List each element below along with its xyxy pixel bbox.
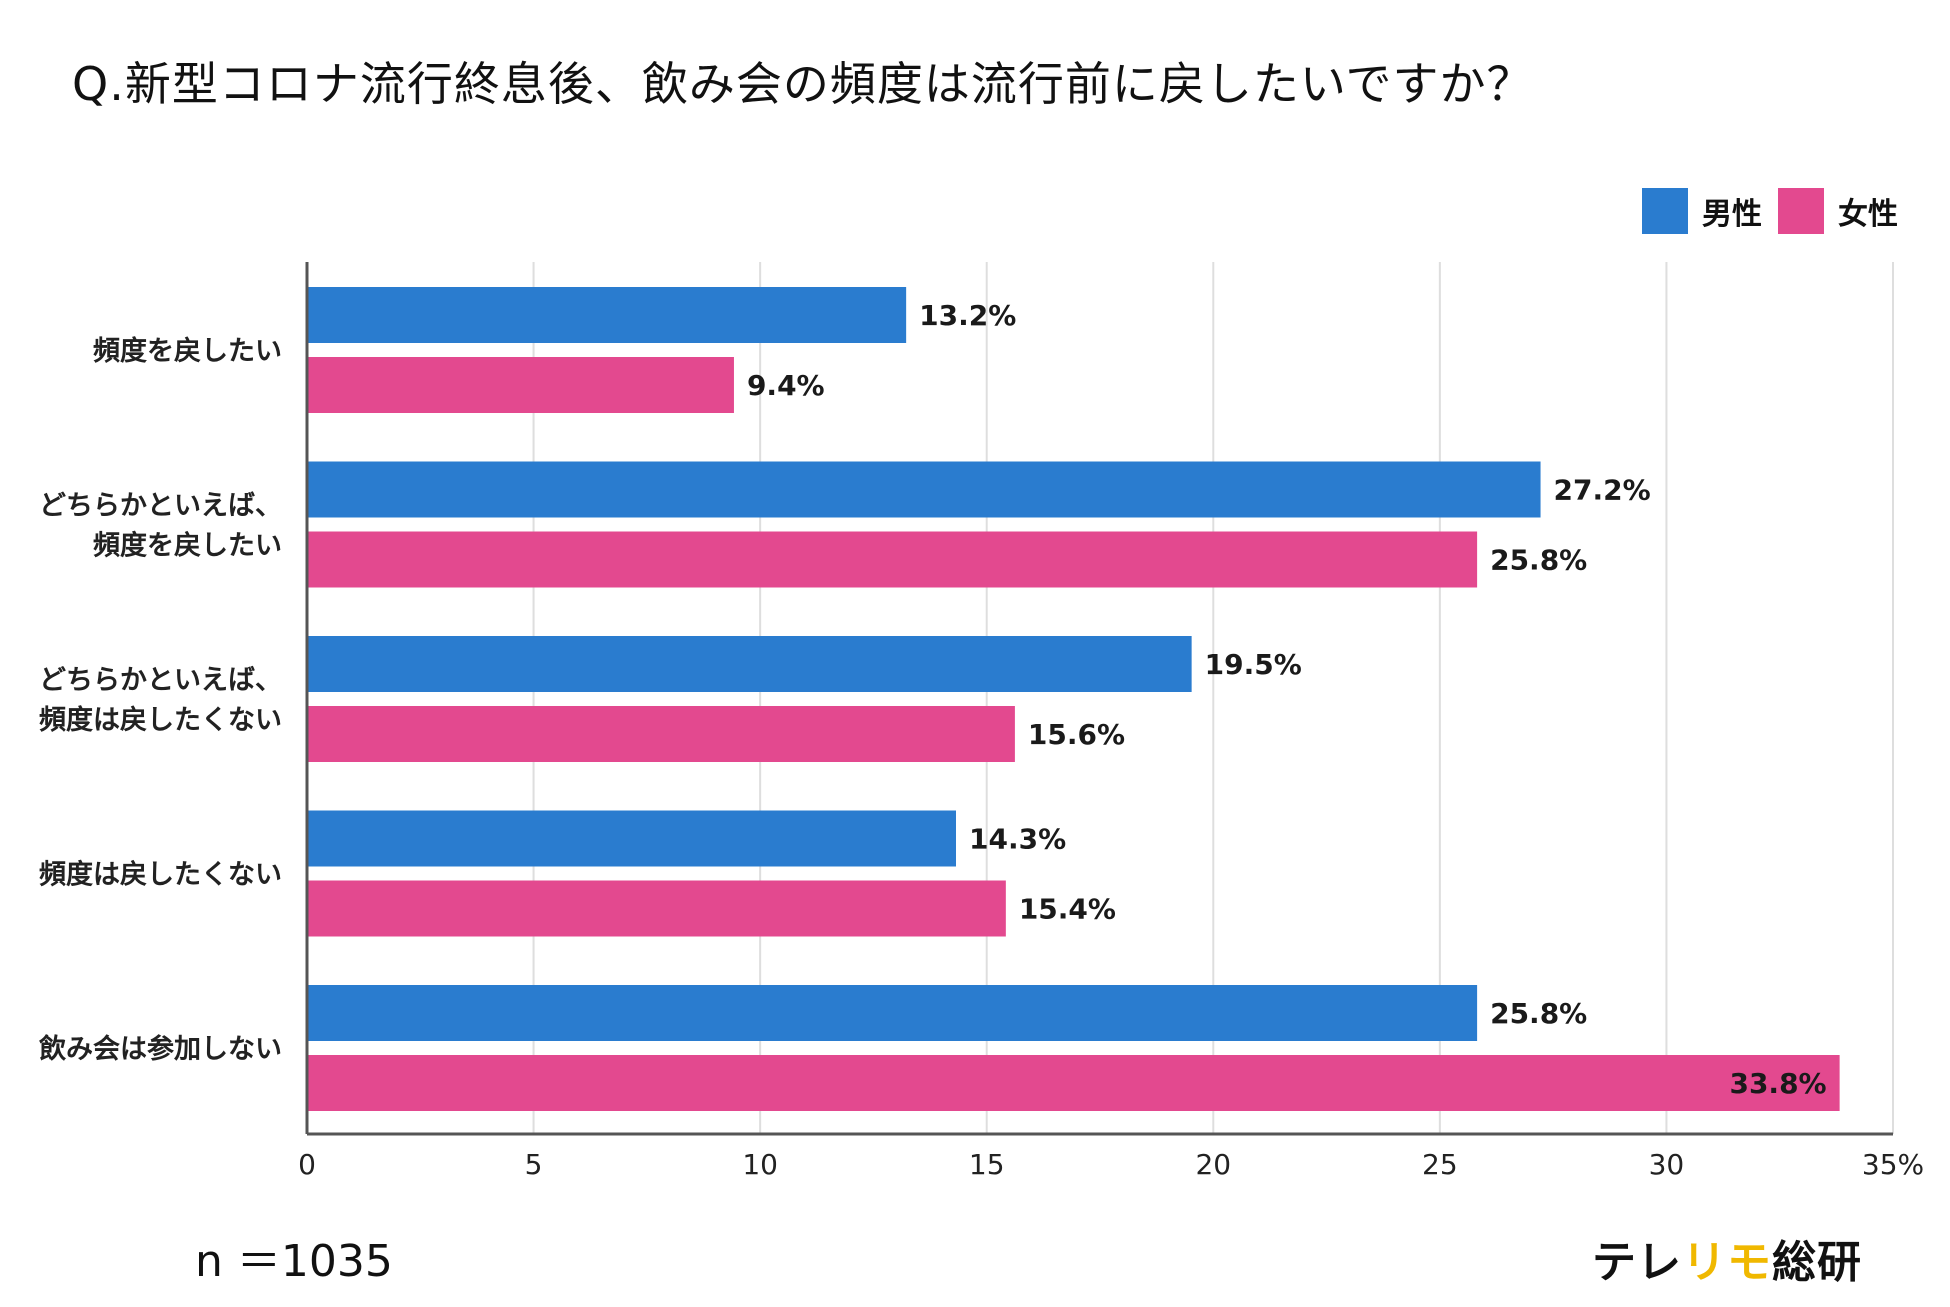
data-label: 9.4% [747, 369, 825, 402]
legend-label-female: 女性 [1838, 197, 1898, 232]
brand-logo: テレリモ総研 [1592, 1226, 1862, 1290]
bar-male [308, 985, 1478, 1041]
data-label: 27.2% [1554, 474, 1651, 507]
x-tick-label: 30 [1649, 1148, 1685, 1181]
brand-text-1: テレ [1592, 1237, 1682, 1288]
bar-male [308, 287, 907, 343]
bar-male [308, 636, 1192, 692]
brand-text-2: リモ [1682, 1237, 1772, 1288]
bar-female [308, 357, 734, 413]
data-label: 25.8% [1490, 997, 1587, 1030]
category-label: どちらかといえば、 [39, 491, 282, 522]
legend-swatch-male [1642, 188, 1688, 234]
legend-swatch-female [1778, 188, 1824, 234]
data-label: 14.3% [969, 823, 1066, 856]
x-tick-label: 10 [742, 1148, 778, 1181]
bar-female [308, 531, 1478, 588]
data-label: 15.6% [1028, 718, 1125, 751]
bar-female [308, 706, 1015, 762]
category-label: どちらかといえば、 [39, 665, 282, 696]
bar-male [308, 461, 1541, 518]
category-label: 頻度は戻したくない [39, 704, 282, 736]
data-label: 15.4% [1019, 893, 1116, 926]
category-label: 頻度は戻したくない [39, 859, 282, 891]
category-label: 頻度を戻したい [93, 530, 282, 562]
legend: 男性 女性 [1642, 188, 1898, 234]
category-labels: 頻度を戻したいどちらかといえば、頻度を戻したいどちらかといえば、頻度は戻したくな… [38, 335, 282, 1065]
data-label: 33.8% [1729, 1067, 1826, 1100]
legend-item-male: 男性 [1642, 188, 1762, 234]
brand-text-3: 総研 [1772, 1237, 1862, 1288]
category-label: 飲み会は参加しない [38, 1033, 282, 1065]
bar-male [308, 810, 956, 867]
chart-title: Q.新型コロナ流行終息後、飲み会の頻度は流行前に戻したいですか？ [72, 57, 1534, 111]
x-tick-label: 5 [525, 1148, 543, 1181]
x-tick-label: 15 [969, 1148, 1005, 1181]
grid [532, 262, 1894, 1134]
data-label: 19.5% [1205, 648, 1302, 681]
data-label: 13.2% [919, 299, 1016, 332]
sample-size: n ＝1035 [195, 1236, 393, 1287]
x-axis-ticks: 0 5 10 15 20 25 30 35% [298, 1148, 1924, 1181]
bar-female [308, 880, 1006, 937]
data-labels: 13.2% 9.4% 27.2% 25.8% 19.5% 15.6% 14.3% 15.4% 2… [747, 299, 1827, 1100]
x-tick-label: 0 [298, 1148, 316, 1181]
x-tick-label: 20 [1195, 1148, 1231, 1181]
x-tick-label: 25 [1422, 1148, 1458, 1181]
bars [308, 287, 1840, 1111]
x-tick-label: 35% [1862, 1148, 1924, 1181]
bar-female [308, 1055, 1840, 1111]
data-label: 25.8% [1490, 544, 1587, 577]
legend-label-male: 男性 [1702, 197, 1762, 232]
legend-item-female: 女性 [1778, 188, 1898, 234]
category-label: 頻度を戻したい [93, 335, 282, 367]
